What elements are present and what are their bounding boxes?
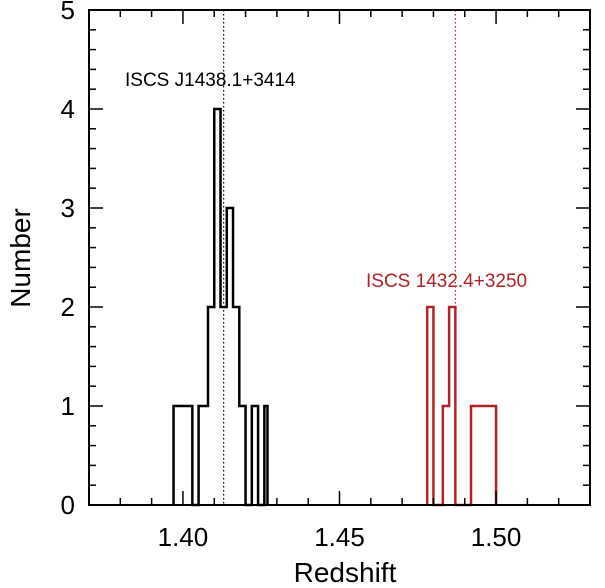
- y-tick-label: 3: [61, 193, 75, 223]
- x-tick-label: 1.40: [158, 522, 209, 552]
- y-tick-label: 1: [61, 391, 75, 421]
- x-tick-label: 1.50: [471, 522, 522, 552]
- y-tick-label: 5: [61, 0, 75, 25]
- ticks: [88, 9, 591, 506]
- histogram-series-0: [172, 107, 269, 507]
- y-tick-label: 0: [61, 490, 75, 520]
- x-axis-title: Redshift: [294, 557, 397, 588]
- y-axis-title: Number: [5, 208, 36, 308]
- series-label-iscs-j1438: ISCS J1438.1+3414: [125, 70, 296, 91]
- y-tick-label: 2: [61, 292, 75, 322]
- histogram-series-1: [425, 305, 498, 507]
- y-tick-label: 4: [61, 94, 75, 124]
- tick-labels: 1.40 1.45 1.50 0 1 2 3 4 5: [61, 0, 522, 552]
- x-tick-label: 1.45: [314, 522, 365, 552]
- histogram-steps: [172, 107, 498, 507]
- series-label-iscs-1432: ISCS 1432.4+3250: [366, 271, 527, 292]
